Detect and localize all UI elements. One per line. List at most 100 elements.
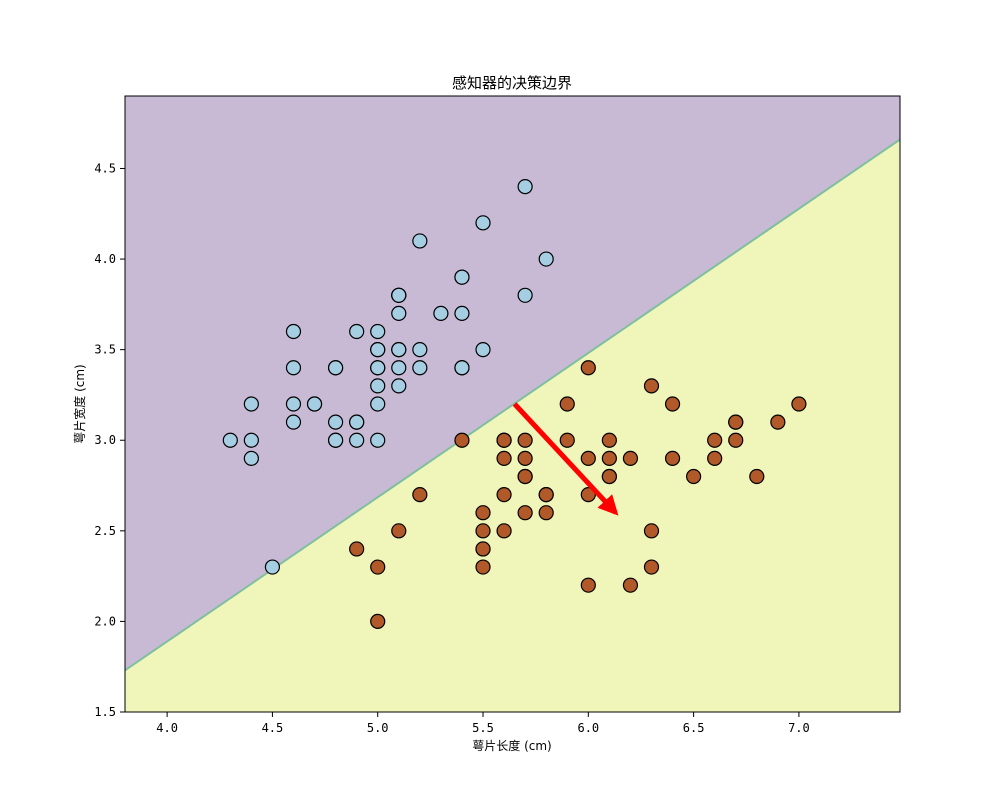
data-point-class-a <box>517 287 533 303</box>
data-point-class-b <box>643 559 660 575</box>
data-point-class-a <box>327 360 344 376</box>
data-point-class-a <box>370 396 386 412</box>
data-point-class-b <box>622 577 639 593</box>
data-point-class-b <box>496 486 512 503</box>
data-point-class-b <box>475 541 491 557</box>
decision-region-class-b <box>125 139 900 712</box>
data-point-class-a <box>391 287 407 303</box>
data-point-class-b <box>601 432 617 448</box>
y-tick-label: 1.5 <box>94 705 116 719</box>
x-tick-label: 5.5 <box>472 721 494 735</box>
data-point-class-a <box>412 342 428 358</box>
data-point-class-b <box>517 505 533 521</box>
data-point-class-b <box>601 450 617 466</box>
data-point-class-b <box>517 432 533 448</box>
x-tick-label: 4.0 <box>156 721 178 735</box>
data-point-class-a <box>306 396 323 412</box>
data-point-class-b <box>559 432 575 448</box>
y-tick-label: 3.0 <box>94 433 116 447</box>
data-point-class-b <box>496 450 512 466</box>
data-point-class-b <box>475 523 491 539</box>
data-point-class-b <box>475 505 491 521</box>
data-point-class-a <box>243 450 259 466</box>
data-point-class-b <box>412 486 428 503</box>
y-tick-label: 2.0 <box>94 614 116 628</box>
data-point-class-b <box>580 486 596 503</box>
data-point-class-b <box>538 486 554 503</box>
data-point-class-b <box>686 468 702 485</box>
y-axis: 1.5 2.0 2.5 3.0 3.5 4.0 4.5 <box>94 161 125 719</box>
data-point-class-a <box>285 414 302 430</box>
y-tick-label: 3.5 <box>94 343 116 357</box>
x-tick-label: 7.0 <box>788 721 810 735</box>
decision-region-class-a <box>125 96 900 671</box>
x-tick-label: 5.0 <box>367 721 389 735</box>
x-tick-label: 6.5 <box>683 721 705 735</box>
data-point-class-a <box>370 323 386 340</box>
weight-vector-arrow <box>512 402 619 516</box>
data-point-class-a <box>285 323 302 340</box>
data-point-class-b <box>475 559 491 575</box>
data-point-class-a <box>391 305 407 322</box>
data-point-class-b <box>728 414 744 430</box>
data-point-class-b <box>517 450 533 466</box>
data-point-class-b <box>707 432 723 448</box>
data-point-class-a <box>349 323 365 340</box>
data-point-class-a <box>327 414 344 430</box>
data-point-class-b <box>370 613 386 630</box>
data-point-class-b <box>728 432 744 448</box>
data-point-class-a <box>454 269 470 285</box>
data-point-class-b <box>643 378 660 394</box>
data-point-class-a <box>412 360 428 376</box>
data-point-class-b <box>370 559 386 575</box>
data-point-class-a <box>391 378 407 394</box>
data-point-class-b <box>349 541 365 557</box>
data-point-class-a <box>517 178 533 195</box>
series-class-a <box>222 178 554 575</box>
y-tick-label: 2.5 <box>94 524 116 538</box>
data-point-class-a <box>538 251 554 267</box>
data-point-class-b <box>454 432 470 448</box>
x-tick-label: 6.0 <box>577 721 599 735</box>
data-point-class-b <box>622 450 639 466</box>
data-point-class-a <box>285 360 302 376</box>
plot-frame <box>124 95 901 713</box>
data-point-class-b <box>791 396 807 412</box>
data-point-class-b <box>749 468 765 485</box>
data-point-class-b <box>643 523 660 539</box>
data-point-class-b <box>517 468 533 485</box>
y-tick-label: 4.0 <box>94 252 116 266</box>
data-point-class-a <box>454 305 470 322</box>
data-point-class-a <box>349 432 365 448</box>
data-point-class-a <box>370 342 386 358</box>
data-point-class-a <box>475 342 491 358</box>
series-class-b <box>349 360 807 630</box>
data-point-class-a <box>243 432 259 448</box>
data-point-class-a <box>264 559 281 575</box>
y-axis-label: 萼片宽度 (cm) <box>72 364 87 443</box>
y-tick-label: 4.5 <box>94 161 116 175</box>
x-axis-label: 萼片长度 (cm) <box>472 738 551 753</box>
data-point-class-a <box>370 432 386 448</box>
data-point-class-b <box>664 450 681 466</box>
data-point-class-b <box>664 396 681 412</box>
data-point-class-b <box>391 523 407 539</box>
data-point-class-b <box>580 450 596 466</box>
data-point-class-b <box>601 468 617 485</box>
data-point-class-b <box>580 577 596 593</box>
data-point-class-a <box>349 414 365 430</box>
chart-title: 感知器的决策边界 <box>452 74 572 92</box>
data-point-class-a <box>327 432 344 448</box>
data-point-class-a <box>370 360 386 376</box>
data-point-class-b <box>707 450 723 466</box>
x-axis: 4.0 4.5 5.0 5.5 6.0 6.5 7.0 <box>156 712 810 735</box>
data-point-class-b <box>770 414 786 430</box>
data-point-class-b <box>496 523 512 539</box>
data-point-class-a <box>412 233 428 249</box>
data-point-class-a <box>391 342 407 358</box>
x-tick-label: 4.5 <box>262 721 284 735</box>
data-point-class-a <box>222 432 238 448</box>
decision-boundary-line <box>125 138 900 672</box>
data-point-class-a <box>475 215 491 231</box>
